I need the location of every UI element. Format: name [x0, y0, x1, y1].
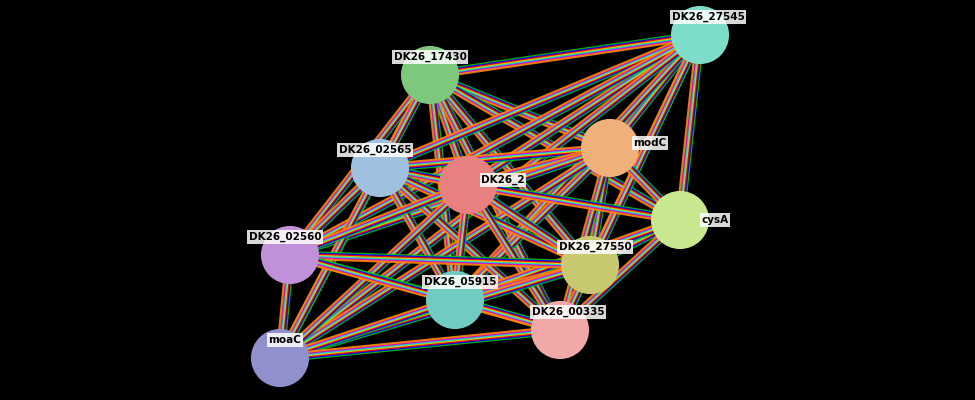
Text: modC: modC — [634, 138, 667, 148]
Circle shape — [562, 237, 618, 293]
Text: moaC: moaC — [268, 335, 301, 345]
Text: DK26_27545: DK26_27545 — [672, 12, 745, 22]
Text: DK26_00335: DK26_00335 — [531, 307, 604, 317]
Circle shape — [352, 140, 408, 196]
Circle shape — [582, 120, 638, 176]
Text: cysA: cysA — [701, 215, 728, 225]
Circle shape — [652, 192, 708, 248]
Text: DK26_27550: DK26_27550 — [559, 242, 632, 252]
Circle shape — [532, 302, 588, 358]
Circle shape — [672, 7, 728, 63]
Circle shape — [427, 272, 483, 328]
Text: DK26_2: DK26_2 — [482, 175, 525, 185]
Text: DK26_05915: DK26_05915 — [424, 277, 496, 287]
Text: DK26_02560: DK26_02560 — [249, 232, 322, 242]
Circle shape — [252, 330, 308, 386]
Text: DK26_02565: DK26_02565 — [338, 145, 411, 155]
Circle shape — [262, 227, 318, 283]
Circle shape — [402, 47, 458, 103]
Text: DK26_17430: DK26_17430 — [394, 52, 466, 62]
Circle shape — [440, 157, 496, 213]
